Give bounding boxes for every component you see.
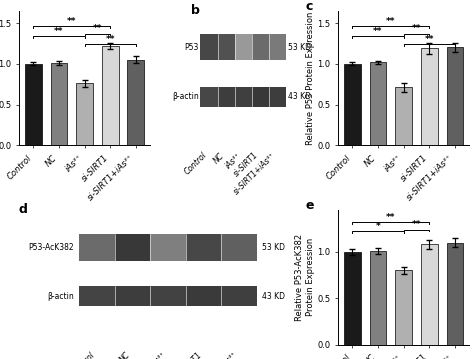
Bar bbox=[79, 286, 115, 306]
Text: b: b bbox=[191, 4, 200, 17]
Text: d: d bbox=[19, 203, 28, 216]
Text: P53: P53 bbox=[184, 43, 199, 52]
Text: **: ** bbox=[67, 17, 76, 26]
Bar bbox=[447, 47, 463, 145]
Bar bbox=[218, 34, 235, 60]
Bar bbox=[269, 34, 286, 60]
Bar bbox=[115, 234, 150, 261]
Bar bbox=[370, 251, 386, 345]
Bar bbox=[150, 286, 186, 306]
Text: 53 KD: 53 KD bbox=[288, 43, 311, 52]
Text: **: ** bbox=[105, 35, 115, 44]
Bar bbox=[201, 34, 218, 60]
Bar bbox=[76, 83, 93, 145]
Bar bbox=[370, 62, 386, 145]
Text: **: ** bbox=[412, 220, 421, 229]
Text: Control: Control bbox=[71, 350, 97, 359]
Text: si-SIRT1+iAs³⁺: si-SIRT1+iAs³⁺ bbox=[232, 151, 277, 196]
Bar bbox=[150, 234, 186, 261]
Text: si-SIRT1: si-SIRT1 bbox=[175, 350, 204, 359]
Text: NC: NC bbox=[118, 350, 133, 359]
Text: **: ** bbox=[386, 213, 396, 222]
Y-axis label: Relative P53 Protein Expression: Relative P53 Protein Expression bbox=[306, 11, 315, 145]
Text: β-actin: β-actin bbox=[172, 92, 199, 102]
Text: β-actin: β-actin bbox=[47, 292, 73, 301]
Bar bbox=[186, 234, 221, 261]
Bar bbox=[395, 88, 412, 145]
Text: 43 KD: 43 KD bbox=[263, 292, 285, 301]
Bar bbox=[395, 270, 412, 345]
Text: Control: Control bbox=[183, 151, 209, 177]
Text: **: ** bbox=[412, 24, 421, 33]
Text: **: ** bbox=[54, 27, 64, 36]
Y-axis label: Relative P53-AcK382
Protein Expression: Relative P53-AcK382 Protein Expression bbox=[295, 234, 315, 321]
Bar bbox=[252, 87, 269, 107]
Bar bbox=[201, 87, 218, 107]
Text: iAs³⁺: iAs³⁺ bbox=[149, 350, 168, 359]
Bar bbox=[128, 60, 144, 145]
Text: si-SIRT1: si-SIRT1 bbox=[232, 151, 260, 179]
Text: 43 KD: 43 KD bbox=[288, 92, 311, 102]
Text: NC: NC bbox=[212, 151, 226, 165]
Bar bbox=[25, 64, 42, 145]
Bar bbox=[344, 252, 361, 345]
Bar bbox=[79, 234, 115, 261]
Bar bbox=[115, 286, 150, 306]
Bar bbox=[447, 243, 463, 345]
Text: **: ** bbox=[92, 24, 102, 33]
Bar bbox=[218, 87, 235, 107]
Text: e: e bbox=[305, 199, 314, 212]
Text: **: ** bbox=[386, 17, 396, 26]
Text: **: ** bbox=[425, 35, 434, 44]
Bar bbox=[344, 64, 361, 145]
Text: c: c bbox=[305, 0, 313, 13]
Text: P53-AcK382: P53-AcK382 bbox=[28, 243, 73, 252]
Text: *: * bbox=[376, 222, 381, 231]
Bar bbox=[102, 46, 118, 145]
Bar bbox=[235, 34, 252, 60]
Bar bbox=[421, 48, 438, 145]
Text: si-SIRT1+iAs³⁺: si-SIRT1+iAs³⁺ bbox=[193, 350, 239, 359]
Text: **: ** bbox=[374, 27, 383, 36]
Bar bbox=[269, 87, 286, 107]
Text: iAs³⁺: iAs³⁺ bbox=[224, 151, 243, 170]
Bar bbox=[421, 244, 438, 345]
Bar bbox=[51, 63, 67, 145]
Text: 53 KD: 53 KD bbox=[263, 243, 285, 252]
Bar bbox=[235, 87, 252, 107]
Bar bbox=[186, 286, 221, 306]
Bar bbox=[252, 34, 269, 60]
Bar bbox=[221, 234, 257, 261]
Bar bbox=[221, 286, 257, 306]
